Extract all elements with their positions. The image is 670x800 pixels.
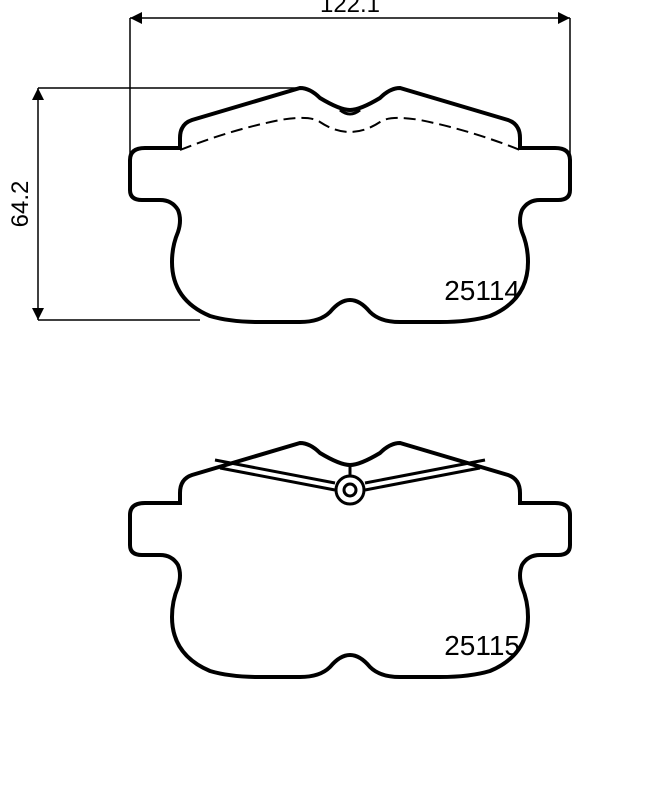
wire-clip xyxy=(215,460,485,504)
brake-pad-bottom: 25115 xyxy=(130,443,570,677)
width-dimension: 122.1 xyxy=(130,0,570,160)
brake-pad-technical-drawing: 122.1 64.2 25114 xyxy=(0,0,670,800)
height-dimension-label: 64.2 xyxy=(7,181,34,228)
brake-pad-top: 25114 xyxy=(130,88,570,322)
height-dimension: 64.2 xyxy=(7,88,300,320)
top-part-number: 25114 xyxy=(444,275,520,306)
bottom-part-number: 25115 xyxy=(444,630,520,661)
width-dimension-label: 122.1 xyxy=(320,0,380,18)
